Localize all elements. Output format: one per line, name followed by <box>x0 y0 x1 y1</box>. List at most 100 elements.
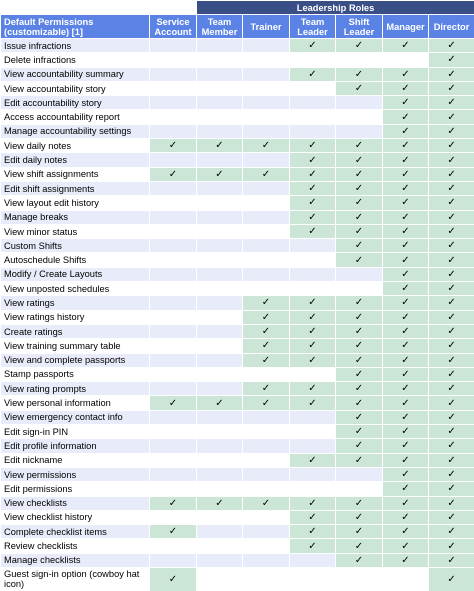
grant-cell-team-leader <box>289 466 336 483</box>
check-icon: ✓ <box>354 383 364 395</box>
grant-cell-director: ✓ <box>427 166 474 182</box>
check-icon: ✓ <box>308 183 317 195</box>
check-icon: ✓ <box>168 397 178 409</box>
permission-row: Manage checklists ✓ ✓ ✓ <box>0 552 474 568</box>
permission-row: View minor status ✓ ✓ ✓ ✓ <box>0 223 474 240</box>
grant-cell-service-account: ✓ <box>149 138 197 154</box>
grant-cell-manager: ✓ <box>382 381 429 397</box>
grant-cell-shift-leader: ✓ <box>335 37 383 54</box>
grant-cell-trainer <box>242 524 290 540</box>
grant-cell-manager: ✓ <box>382 338 429 354</box>
permission-label: View permissions <box>0 466 150 483</box>
grant-cell-team-leader: ✓ <box>289 180 336 197</box>
check-icon: ✓ <box>401 197 410 209</box>
check-icon: ✓ <box>354 183 364 195</box>
grant-cell-trainer <box>242 109 290 125</box>
grant-cell-manager: ✓ <box>382 309 429 325</box>
grant-cell-trainer <box>242 438 290 454</box>
grant-cell-team-member <box>196 352 243 368</box>
check-icon: ✓ <box>354 526 364 538</box>
grant-cell-manager: ✓ <box>382 281 429 297</box>
check-icon: ✓ <box>168 140 178 152</box>
check-icon: ✓ <box>308 397 317 409</box>
grant-cell-trainer <box>242 266 290 283</box>
check-icon: ✓ <box>447 440 456 452</box>
check-icon: ✓ <box>354 226 364 237</box>
check-icon: ✓ <box>354 168 364 180</box>
permission-label: Access accountability report <box>0 109 150 125</box>
permission-label: Issue infractions <box>0 37 150 54</box>
grant-cell-manager: ✓ <box>382 323 429 340</box>
permission-row: Issue infractions ✓ ✓ ✓ ✓ <box>0 37 474 54</box>
grant-cell-team-leader: ✓ <box>289 495 336 511</box>
grant-cell-team-leader: ✓ <box>289 452 336 468</box>
check-icon: ✓ <box>308 497 317 509</box>
grant-cell-team-leader <box>289 109 336 125</box>
permission-label: View minor status <box>0 223 150 240</box>
check-icon: ✓ <box>215 397 224 409</box>
check-icon: ✓ <box>354 368 364 380</box>
grant-cell-manager: ✓ <box>382 166 429 182</box>
grant-cell-trainer <box>242 223 290 240</box>
check-icon: ✓ <box>354 540 364 552</box>
check-icon: ✓ <box>401 469 410 481</box>
permission-label: Manage checklists <box>0 552 150 568</box>
grant-cell-service-account <box>149 466 197 483</box>
permission-label: View emergency contact info <box>0 409 150 426</box>
check-icon: ✓ <box>215 140 224 152</box>
permission-row: View daily notes ✓ ✓ ✓ ✓ ✓ ✓ ✓ <box>0 138 474 154</box>
grant-cell-trainer <box>242 195 290 211</box>
grant-cell-team-member <box>196 195 243 211</box>
permission-row: Stamp passports ✓ ✓ ✓ <box>0 366 474 383</box>
grant-cell-service-account <box>149 424 197 440</box>
check-icon: ✓ <box>447 97 456 109</box>
permission-label: Manage accountability settings <box>0 123 150 140</box>
check-icon: ✓ <box>401 111 410 123</box>
grant-cell-manager: ✓ <box>382 409 429 426</box>
grant-cell-service-account <box>149 481 197 497</box>
check-icon: ✓ <box>401 40 410 52</box>
grant-cell-service-account <box>149 266 197 283</box>
grant-cell-team-leader <box>289 566 336 591</box>
grant-cell-team-member <box>196 152 243 168</box>
grant-cell-director: ✓ <box>427 538 474 554</box>
check-icon: ✓ <box>401 168 410 180</box>
grant-cell-team-member <box>196 223 243 240</box>
grant-cell-shift-leader: ✓ <box>335 295 383 311</box>
grant-cell-director: ✓ <box>427 281 474 297</box>
permission-row: Edit sign-in PIN ✓ ✓ ✓ <box>0 424 474 440</box>
grant-cell-service-account <box>149 295 197 311</box>
check-icon: ✓ <box>401 240 410 252</box>
grant-cell-trainer <box>242 52 290 68</box>
grant-cell-team-member <box>196 381 243 397</box>
check-icon: ✓ <box>401 254 410 266</box>
grant-cell-manager: ✓ <box>382 80 429 97</box>
check-icon: ✓ <box>354 354 364 366</box>
check-icon: ✓ <box>308 511 317 523</box>
grant-cell-director: ✓ <box>427 138 474 154</box>
grant-cell-manager: ✓ <box>382 438 429 454</box>
check-icon: ✓ <box>447 526 456 538</box>
grant-cell-trainer: ✓ <box>242 338 290 354</box>
grant-cell-team-leader <box>289 438 336 454</box>
grant-cell-director: ✓ <box>427 66 474 82</box>
check-icon: ✓ <box>308 168 317 180</box>
check-icon: ✓ <box>447 297 456 309</box>
grant-cell-manager: ✓ <box>382 95 429 111</box>
check-icon: ✓ <box>447 211 456 223</box>
check-icon: ✓ <box>401 483 410 495</box>
permission-label: Modify / Create Layouts <box>0 266 150 283</box>
permission-label: Edit sign-in PIN <box>0 424 150 440</box>
permission-row: Edit profile information ✓ ✓ ✓ <box>0 438 474 454</box>
grant-cell-director: ✓ <box>427 195 474 211</box>
grant-cell-trainer <box>242 566 290 591</box>
permission-row: Manage breaks ✓ ✓ ✓ ✓ <box>0 209 474 225</box>
grant-cell-team-leader: ✓ <box>289 323 336 340</box>
check-icon: ✓ <box>401 397 410 409</box>
grant-cell-manager: ✓ <box>382 123 429 140</box>
grant-cell-team-leader: ✓ <box>289 381 336 397</box>
grant-cell-manager: ✓ <box>382 452 429 468</box>
grant-cell-service-account <box>149 223 197 240</box>
grant-cell-trainer: ✓ <box>242 309 290 325</box>
check-icon: ✓ <box>354 311 364 323</box>
